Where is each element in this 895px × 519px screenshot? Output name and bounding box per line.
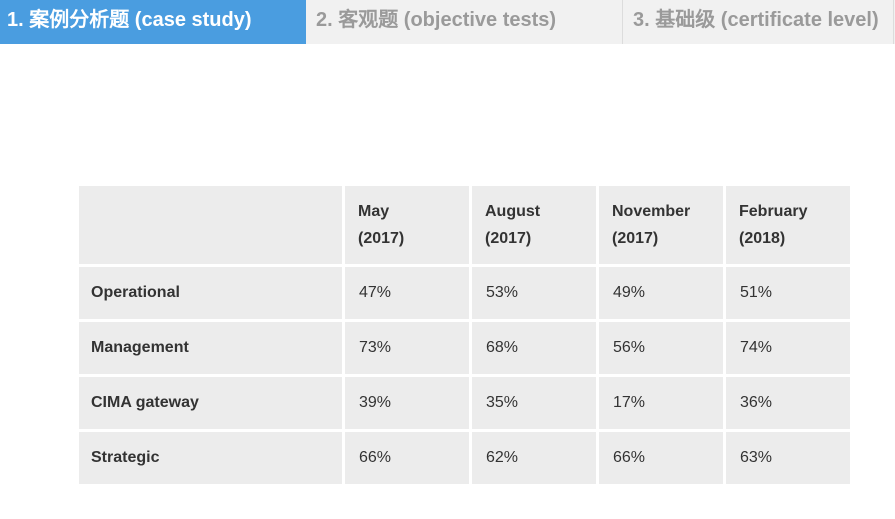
table-cell: 17% xyxy=(599,377,723,429)
header-corner-cell xyxy=(79,186,342,264)
table-row: Operational 47% 53% 49% 51% xyxy=(79,267,850,319)
table-header-row: May (2017) August (2017) November (2017) Fe… xyxy=(79,186,850,264)
table-cell: 66% xyxy=(599,432,723,484)
pass-rate-table: May (2017) August (2017) November (2017) Fe… xyxy=(76,183,853,487)
table-cell: 68% xyxy=(472,322,596,374)
row-label-strategic: Strategic xyxy=(79,432,342,484)
table-cell: 36% xyxy=(726,377,850,429)
row-label-cima-gateway: CIMA gateway xyxy=(79,377,342,429)
table-cell: 49% xyxy=(599,267,723,319)
table-cell: 62% xyxy=(472,432,596,484)
tab-bar: 1. 案例分析题 (case study) 2. 客观题 (objective … xyxy=(0,0,895,44)
table-cell: 74% xyxy=(726,322,850,374)
table-cell: 56% xyxy=(599,322,723,374)
table-cell: 66% xyxy=(345,432,469,484)
column-header-month: August xyxy=(485,203,541,220)
table-cell: 63% xyxy=(726,432,850,484)
column-header-february-2018: February (2018) xyxy=(726,186,850,264)
column-header-year: (2017) xyxy=(358,230,405,247)
column-header-year: (2018) xyxy=(739,230,786,247)
column-header-november-2017: November (2017) xyxy=(599,186,723,264)
table-row: CIMA gateway 39% 35% 17% 36% xyxy=(79,377,850,429)
column-header-year: (2017) xyxy=(485,230,532,247)
column-header-month: November xyxy=(612,203,691,220)
table-cell: 35% xyxy=(472,377,596,429)
table-row: Strategic 66% 62% 66% 63% xyxy=(79,432,850,484)
column-header-month: May xyxy=(358,203,390,220)
tab-objective-tests[interactable]: 2. 客观题 (objective tests) xyxy=(306,0,623,44)
column-header-may-2017: May (2017) xyxy=(345,186,469,264)
table-cell: 51% xyxy=(726,267,850,319)
table-cell: 53% xyxy=(472,267,596,319)
table-cell: 47% xyxy=(345,267,469,319)
column-header-month: February xyxy=(739,203,808,220)
column-header-year: (2017) xyxy=(612,230,659,247)
column-header-august-2017: August (2017) xyxy=(472,186,596,264)
tab-certificate-level[interactable]: 3. 基础级 (certificate level) xyxy=(623,0,894,44)
row-label-management: Management xyxy=(79,322,342,374)
row-label-operational: Operational xyxy=(79,267,342,319)
table-row: Management 73% 68% 56% 74% xyxy=(79,322,850,374)
tab-case-study[interactable]: 1. 案例分析题 (case study) xyxy=(0,0,306,44)
table-cell: 39% xyxy=(345,377,469,429)
table-cell: 73% xyxy=(345,322,469,374)
